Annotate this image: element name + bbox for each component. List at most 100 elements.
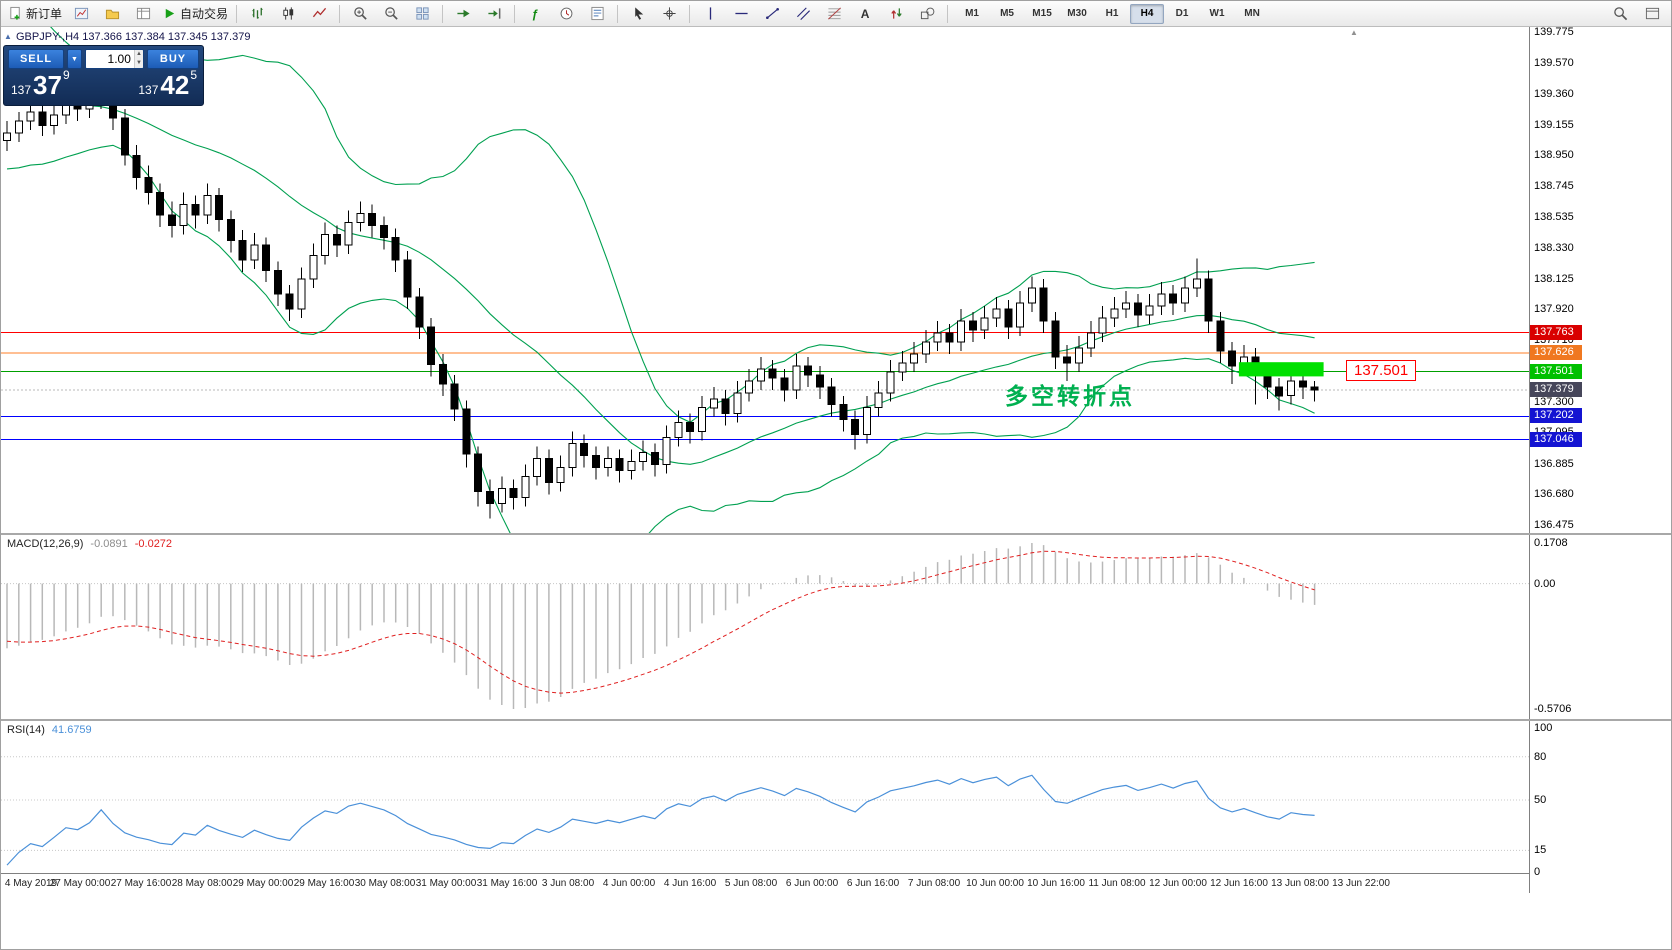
volume-field[interactable]: ▲ ▼ (85, 49, 144, 69)
fibonacci-button[interactable] (819, 2, 849, 26)
time-axis-label: 3 Jun 08:00 (541, 878, 595, 889)
panel-splitter-rsi[interactable] (1, 719, 1671, 721)
time-axis-label: 10 Jun 00:00 (966, 878, 1024, 889)
zoom-in-button[interactable] (345, 2, 375, 26)
new-order-button-label: 新订单 (26, 7, 63, 21)
profiles-button[interactable] (97, 2, 127, 26)
price-axis-label: 139.775 (1534, 26, 1574, 38)
price-tag-annotation[interactable]: 137.501 (1346, 360, 1417, 381)
data-window-button[interactable] (128, 2, 158, 26)
shapes-icon (920, 6, 935, 21)
timeframe-m15[interactable]: M15 (1032, 8, 1052, 19)
timeframe-m5[interactable]: M5 (1000, 8, 1014, 19)
toolbar: 新订单 自动交易 ƒ A M1 M5 M15 M30 H1 H4 D1 W1 MN (1, 1, 1671, 27)
toolbar-separator (339, 4, 341, 23)
highlight-zone-rect[interactable] (1238, 362, 1324, 377)
auto-scroll-icon (456, 6, 471, 21)
panel-splitter-macd[interactable] (1, 533, 1671, 535)
one-click-collapse-arrow[interactable]: ▲ (4, 32, 12, 41)
channel-icon (796, 6, 811, 21)
macd-axis-label: 0.00 (1534, 577, 1556, 590)
timeframe-h4[interactable]: H4 (1130, 3, 1165, 24)
volume-input[interactable] (86, 50, 134, 68)
search-button[interactable] (1605, 2, 1635, 26)
text-label-button[interactable]: A (850, 2, 880, 26)
rsi-indicator-chart[interactable] (1, 721, 1529, 873)
macd-axis-label: 0.1708 (1534, 537, 1568, 549)
templates-button[interactable] (582, 2, 612, 26)
chart-shift-marker[interactable]: ▲ (1350, 28, 1358, 37)
price-axis-label: 136.885 (1534, 457, 1574, 470)
candles-icon (281, 6, 296, 21)
channel-button[interactable] (788, 2, 818, 26)
timeframe-mn[interactable]: MN (1244, 8, 1260, 19)
macd-signal-value: -0.0272 (134, 538, 173, 550)
volume-up-button[interactable]: ▲ (134, 50, 143, 59)
timeframe-m30[interactable]: M30 (1067, 8, 1087, 19)
time-axis-label: 28 May 08:00 (171, 878, 233, 889)
turning-point-annotation[interactable]: 多空转折点 (1005, 383, 1135, 409)
periods-button[interactable] (551, 2, 581, 26)
candle-chart-button[interactable] (273, 2, 303, 26)
chart-shift-button[interactable] (479, 2, 509, 26)
time-axis-label: 4 Jun 00:00 (602, 878, 656, 889)
bollinger-bands (6, 27, 1315, 533)
crosshair-icon (662, 6, 677, 21)
rsi-axis-label: 0 (1534, 866, 1541, 878)
autotrade-button[interactable]: 自动交易 (159, 2, 231, 26)
rsi-label: RSI(14) 41.6759 (7, 724, 92, 736)
sell-price[interactable]: 137379 (11, 68, 70, 100)
zoom-out-button[interactable] (376, 2, 406, 26)
volume-down-button[interactable]: ▼ (134, 59, 143, 68)
buy-price[interactable]: 137425 (138, 68, 197, 100)
template-icon (590, 6, 605, 21)
price-axis-label: 138.330 (1534, 241, 1574, 254)
time-axis-label: 30 May 08:00 (354, 878, 416, 889)
trendline-button[interactable] (757, 2, 787, 26)
arrows-tool-button[interactable] (881, 2, 911, 26)
price-axis-label: 136.475 (1534, 519, 1574, 531)
profiles-icon (105, 6, 120, 21)
trendline-icon (765, 6, 780, 21)
bar-chart-button[interactable] (242, 2, 272, 26)
bars-icon (250, 6, 265, 21)
timeframe-h1[interactable]: H1 (1105, 8, 1119, 19)
sell-button[interactable]: SELL (8, 49, 64, 69)
price-badge: 137.763 (1530, 324, 1582, 340)
order-type-dropdown[interactable]: ▼ (67, 49, 82, 69)
timeframe-m1[interactable]: M1 (965, 8, 979, 19)
price-axis-label: 138.125 (1534, 272, 1574, 285)
timeframe-w1[interactable]: W1 (1209, 8, 1225, 19)
price-axis-label: 137.920 (1534, 303, 1574, 316)
price-axis-label: 136.680 (1534, 488, 1574, 501)
volume-stepper[interactable]: ▲ ▼ (133, 50, 143, 68)
indicators-button[interactable]: ƒ (520, 2, 550, 26)
time-axis[interactable]: 4 May 2019 27 May 00:00 27 May 16:00 28 May… (1, 873, 1529, 894)
toolbar-separator (514, 4, 516, 23)
crosshair-button[interactable] (654, 2, 684, 26)
search-icon (1613, 6, 1628, 21)
timeframe-d1[interactable]: D1 (1175, 8, 1189, 19)
quick-panel-button[interactable] (1637, 2, 1667, 26)
cursor-button[interactable] (623, 2, 653, 26)
buy-button[interactable]: BUY (147, 49, 199, 69)
time-axis-label: 29 May 16:00 (293, 878, 355, 889)
candlestick-chart[interactable] (1, 27, 1529, 533)
price-badge: 137.379 (1530, 381, 1582, 397)
chart-window-button[interactable] (66, 2, 96, 26)
shapes-button[interactable] (912, 2, 942, 26)
buy-price-prefix: 137 (138, 83, 159, 97)
arrows-icon (889, 6, 904, 21)
new-order-button[interactable]: 新订单 (5, 2, 65, 26)
vertical-line-button[interactable] (695, 2, 725, 26)
line-chart-button[interactable] (304, 2, 334, 26)
tile-windows-button[interactable] (407, 2, 437, 26)
price-axis[interactable]: 139.775 139.570 139.360 139.155 138.950 138.7… (1529, 26, 1671, 893)
timeframe-bar: M1 M5 M15 M30 H1 H4 D1 W1 MN (955, 3, 1269, 24)
auto-scroll-button[interactable] (448, 2, 478, 26)
macd-indicator-chart[interactable] (1, 535, 1529, 719)
chart-symbol-ohlc: GBPJPY-,H4 137.366 137.384 137.345 137.3… (16, 31, 251, 43)
horizontal-line-button[interactable] (726, 2, 756, 26)
time-axis-label: 5 Jun 08:00 (724, 878, 778, 889)
rsi-name: RSI(14) (7, 724, 45, 736)
